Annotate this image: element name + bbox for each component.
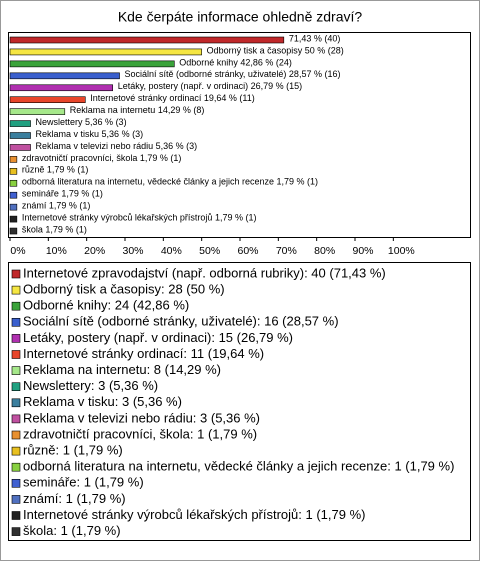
legend-label: známí: 1 (1,79 %) — [23, 491, 126, 506]
data-label: škola 1,79 % (1) — [22, 224, 87, 234]
bar — [9, 72, 120, 80]
data-label: Reklama v televizi nebo rádiu 5,36 % (3) — [36, 141, 198, 151]
legend-swatch — [11, 462, 21, 472]
legend-swatch — [11, 382, 21, 392]
data-label: Newslettery 5,36 % (3) — [36, 117, 127, 127]
legend-swatch — [11, 301, 21, 311]
data-label: různě 1,79 % (1) — [22, 165, 89, 175]
data-label: Internetové stránky ordinací 19,64 % (11… — [90, 93, 254, 103]
bar — [9, 215, 18, 223]
bar — [9, 144, 31, 151]
data-label: Reklama v tisku 5,36 % (3) — [36, 129, 144, 139]
data-label: Sociální sítě (odborné stránky, uživatel… — [125, 69, 341, 79]
x-tick-label: 20% — [84, 245, 105, 257]
bar — [9, 132, 31, 139]
bar — [9, 156, 18, 163]
bar — [9, 48, 202, 56]
x-tick-label: 100% — [388, 245, 415, 257]
legend-swatch — [11, 495, 21, 504]
x-tick-label: 90% — [352, 245, 373, 257]
bar — [9, 108, 66, 115]
legend-label: Reklama na internetu: 8 (14,29 %) — [23, 362, 221, 377]
data-label: semináře 1,79 % (1) — [22, 189, 103, 199]
legend-swatch — [11, 350, 21, 359]
legend-swatch — [11, 478, 21, 488]
data-label: známí 1,79 % (1) — [22, 201, 91, 211]
bar — [9, 191, 18, 199]
legend-swatch — [11, 334, 21, 343]
x-tick-label: 0% — [10, 245, 25, 257]
bar — [9, 179, 18, 187]
legend-label: Reklama v tisku: 3 (5,36 %) — [23, 394, 182, 409]
legend-swatch — [11, 317, 21, 327]
legend-label: různě: 1 (1,79 %) — [23, 443, 123, 458]
legend-label: Odborný tisk a časopisy: 28 (50 %) — [23, 282, 225, 297]
bar — [9, 60, 175, 68]
legend-label: Internetové stránky ordinací: 11 (19,64 … — [23, 346, 264, 361]
bar — [9, 203, 18, 211]
x-tick-label: 70% — [276, 245, 297, 257]
bar — [9, 168, 18, 175]
data-label: 71,43 % (40) — [289, 33, 341, 43]
x-tick-label: 50% — [199, 245, 220, 257]
legend-label: Internetové zpravodajství (např. odborná… — [23, 265, 386, 280]
legend-swatch — [11, 285, 21, 295]
data-label: Odborný tisk a časopisy 50 % (28) — [207, 45, 344, 55]
legend-label: zdravotničtí pracovníci, škola: 1 (1,79 … — [23, 426, 257, 441]
legend-swatch — [11, 527, 21, 536]
bar — [9, 84, 113, 92]
data-label: zdravotničtí pracovníci, škola 1,79 % (1… — [22, 153, 182, 163]
legend-box — [8, 262, 471, 541]
legend-label: odborná literatura na internetu, vědecké… — [23, 459, 454, 474]
legend-label: semináře: 1 (1,79 %) — [23, 475, 144, 490]
legend-swatch — [11, 398, 21, 408]
legend-swatch — [11, 366, 21, 375]
x-tick-label: 40% — [161, 245, 182, 257]
data-label: Letáky, postery (např. v ordinaci) 26,79… — [118, 81, 302, 91]
legend-label: Letáky, postery (např. v ordinaci): 15 (… — [23, 330, 293, 345]
bar — [9, 36, 285, 44]
legend-label: Sociální sítě (odborné stránky, uživatel… — [23, 314, 339, 329]
chart-title: Kde čerpáte informace ohledně zdraví? — [118, 9, 363, 25]
legend-label: Internetové stránky výrobců lékařských p… — [23, 507, 365, 522]
bar — [9, 120, 31, 127]
legend-swatch — [11, 446, 21, 456]
legend-label: Odborné knihy: 24 (42,86 %) — [23, 298, 189, 313]
x-tick-label: 60% — [237, 245, 258, 257]
bar — [9, 96, 86, 103]
x-tick-label: 30% — [122, 245, 143, 257]
legend-swatch — [11, 269, 21, 279]
x-tick-label: 10% — [46, 245, 67, 257]
legend-swatch — [11, 430, 21, 440]
data-label: Odborné knihy 42,86 % (24) — [179, 57, 292, 67]
x-tick-label: 80% — [314, 245, 335, 257]
legend-label: škola: 1 (1,79 %) — [23, 523, 121, 538]
bar — [9, 227, 18, 235]
legend-label: Reklama v televizi nebo rádiu: 3 (5,36 %… — [23, 410, 260, 425]
legend-swatch — [11, 414, 21, 424]
data-label: odborná literatura na internetu, vědecké… — [22, 177, 318, 187]
legend-swatch — [11, 511, 21, 520]
data-label: Reklama na internetu 14,29 % (8) — [70, 105, 205, 115]
data-label: Internetové stránky výrobců lékařských p… — [22, 212, 257, 222]
legend-label: Newslettery: 3 (5,36 %) — [23, 378, 158, 393]
